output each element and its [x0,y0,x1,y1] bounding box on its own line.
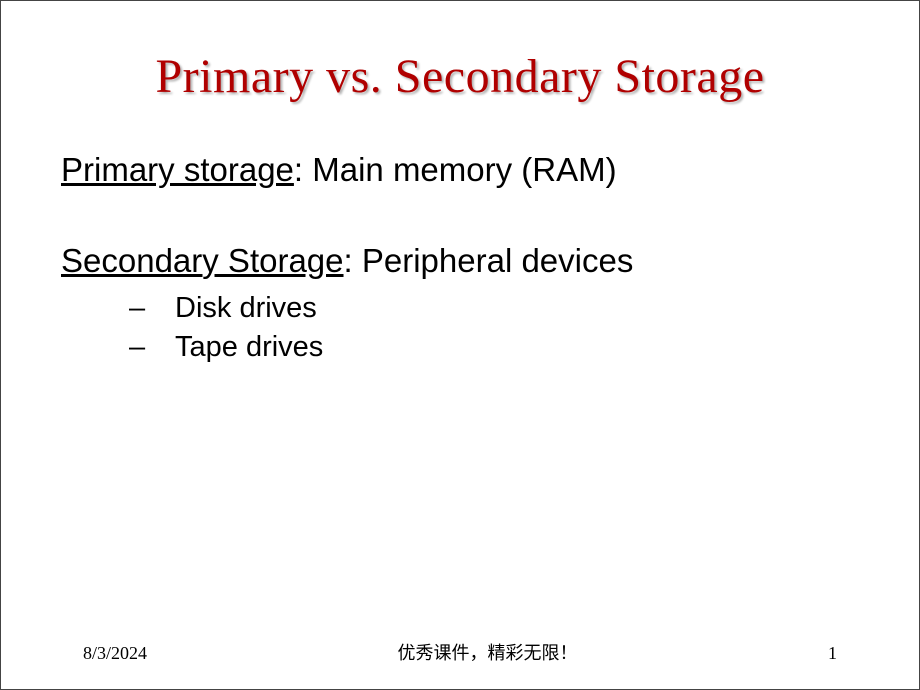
slide-title: Primary vs. Secondary Storage [1,1,919,104]
secondary-list: Disk drives Tape drives [61,283,859,367]
footer-page: 1 [828,643,837,664]
primary-desc: : Main memory (RAM) [294,151,617,188]
list-item: Tape drives [129,328,859,367]
footer-date: 8/3/2024 [83,643,147,664]
secondary-line: Secondary Storage: Peripheral devices [61,239,859,284]
primary-label: Primary storage [61,151,294,188]
primary-line: Primary storage: Main memory (RAM) [61,148,859,193]
secondary-desc: : Peripheral devices [344,242,634,279]
footer-center: 优秀课件，精彩无限！ [398,639,578,665]
list-item: Disk drives [129,289,859,328]
slide-body: Primary storage: Main memory (RAM) Secon… [1,104,919,367]
secondary-label: Secondary Storage [61,242,344,279]
slide-footer: 8/3/2024 优秀课件，精彩无限！ 1 [1,639,919,665]
